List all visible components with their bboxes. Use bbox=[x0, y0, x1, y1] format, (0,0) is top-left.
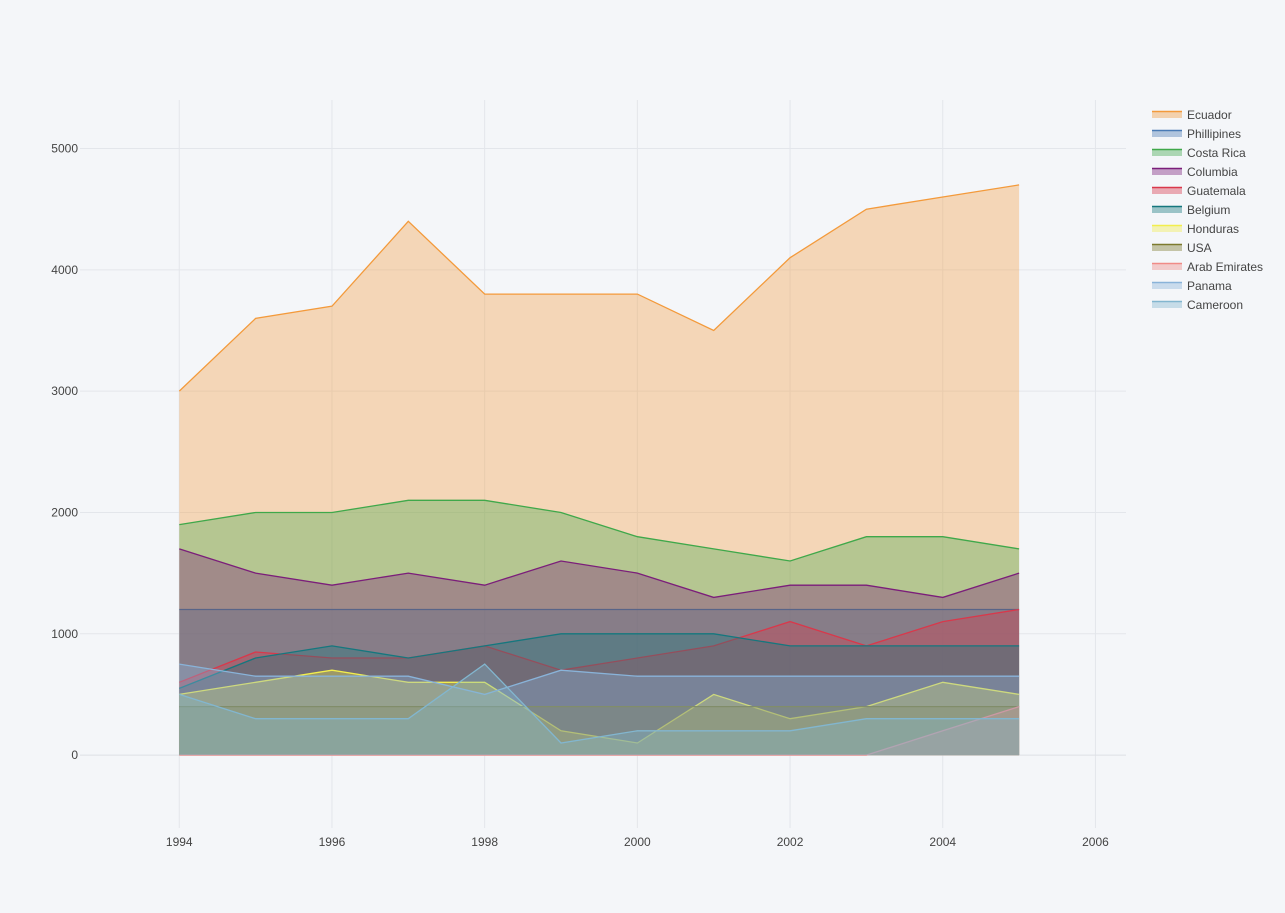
legend-item-costa-rica[interactable]: Costa Rica bbox=[1152, 146, 1246, 160]
legend-item-arab-emirates[interactable]: Arab Emirates bbox=[1152, 260, 1263, 274]
area-fill-ecuador bbox=[179, 184, 1020, 756]
area-fill-cameroon bbox=[179, 664, 1020, 756]
legend-label: Cameroon bbox=[1187, 298, 1243, 312]
series-line-arab-emirates bbox=[179, 705, 1020, 756]
series-line-ecuador bbox=[178, 184, 1020, 392]
series-line-guatemala bbox=[179, 608, 1020, 683]
legend-swatch bbox=[1152, 263, 1182, 270]
area-fill-costa-rica bbox=[179, 500, 1020, 756]
x-tick-label: 1998 bbox=[471, 835, 498, 849]
legend-label: Phillipines bbox=[1187, 127, 1241, 141]
legend-swatch bbox=[1152, 168, 1182, 175]
legend-swatch bbox=[1152, 301, 1182, 308]
legend-item-belgium[interactable]: Belgium bbox=[1152, 203, 1230, 217]
area-fill-columbia bbox=[179, 548, 1020, 756]
legend[interactable]: Ecuador Phillipines Costa Rica Columbia Guat… bbox=[1152, 108, 1263, 312]
legend-swatch bbox=[1152, 187, 1182, 194]
legend-label: Honduras bbox=[1187, 222, 1239, 236]
x-tick-label: 2006 bbox=[1082, 835, 1109, 849]
legend-item-columbia[interactable]: Columbia bbox=[1152, 165, 1238, 179]
area-fill-arab-emirates bbox=[179, 706, 1020, 756]
legend-label: Guatemala bbox=[1187, 184, 1246, 198]
x-tick-label: 2000 bbox=[624, 835, 651, 849]
y-tick-label: 5000 bbox=[51, 142, 78, 156]
area-fill-honduras bbox=[179, 670, 1020, 756]
y-tick-label: 0 bbox=[71, 748, 78, 762]
legend-swatch bbox=[1152, 225, 1182, 232]
legend-label: Costa Rica bbox=[1187, 146, 1246, 160]
legend-label: Arab Emirates bbox=[1187, 260, 1263, 274]
legend-item-honduras[interactable]: Honduras bbox=[1152, 222, 1239, 236]
legend-item-guatemala[interactable]: Guatemala bbox=[1152, 184, 1246, 198]
axis-tick-labels: 1994 1996 1998 2000 2002 2004 2006 0 1000 2000 300… bbox=[51, 142, 1109, 849]
area-fill-belgium bbox=[179, 633, 1020, 756]
legend-item-panama[interactable]: Panama bbox=[1152, 279, 1232, 293]
y-tick-label: 4000 bbox=[51, 263, 78, 277]
legend-label: Ecuador bbox=[1187, 108, 1232, 122]
legend-swatch bbox=[1152, 149, 1182, 156]
legend-label: Panama bbox=[1187, 279, 1232, 293]
legend-label: Columbia bbox=[1187, 165, 1238, 179]
area-fill-panama bbox=[179, 664, 1020, 756]
area-series bbox=[178, 184, 1020, 756]
legend-item-usa[interactable]: USA bbox=[1152, 241, 1212, 255]
legend-swatch bbox=[1152, 111, 1182, 118]
legend-swatch bbox=[1152, 130, 1182, 137]
x-tick-label: 1994 bbox=[166, 835, 193, 849]
series-line-panama bbox=[179, 663, 1020, 696]
legend-item-ecuador[interactable]: Ecuador bbox=[1152, 108, 1232, 122]
series-line-costa-rica bbox=[179, 499, 1020, 562]
legend-item-phillipines[interactable]: Phillipines bbox=[1152, 127, 1241, 141]
x-tick-label: 2004 bbox=[929, 835, 956, 849]
series-line-columbia bbox=[179, 548, 1020, 599]
x-tick-label: 1996 bbox=[319, 835, 346, 849]
x-tick-label: 2002 bbox=[777, 835, 804, 849]
legend-item-cameroon[interactable]: Cameroon bbox=[1152, 298, 1243, 312]
legend-swatch bbox=[1152, 244, 1182, 251]
y-tick-label: 2000 bbox=[51, 505, 78, 519]
legend-swatch bbox=[1152, 206, 1182, 213]
series-line-belgium bbox=[179, 633, 1020, 690]
legend-label: USA bbox=[1187, 241, 1212, 255]
legend-label: Belgium bbox=[1187, 203, 1230, 217]
series-line-cameroon bbox=[179, 663, 1020, 744]
y-tick-label: 3000 bbox=[51, 384, 78, 398]
legend-swatch bbox=[1152, 282, 1182, 289]
y-tick-label: 1000 bbox=[51, 627, 78, 641]
